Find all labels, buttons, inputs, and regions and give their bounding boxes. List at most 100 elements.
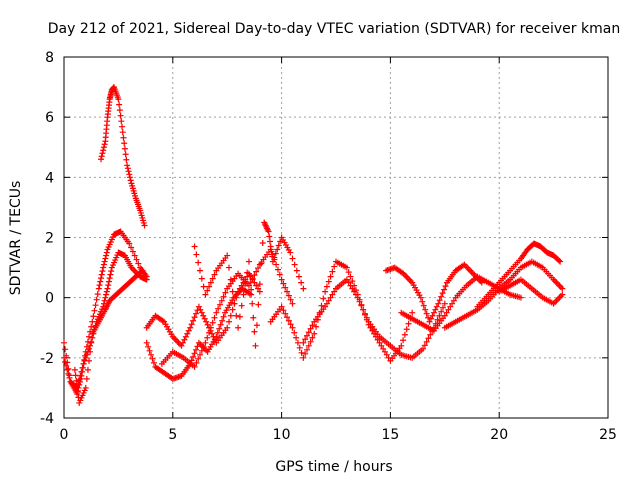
data-point (187, 324, 194, 331)
data-point (216, 301, 223, 308)
data-point (285, 292, 292, 299)
x-tick-label: 20 (490, 427, 508, 443)
series-arc6 (158, 246, 296, 370)
data-point (61, 339, 67, 346)
data-point (84, 366, 91, 373)
data-point (354, 294, 361, 301)
data-point (559, 291, 566, 298)
data-point (213, 309, 220, 316)
data-point (557, 258, 564, 265)
data-point (305, 329, 312, 336)
data-point (88, 339, 95, 346)
data-point (124, 162, 131, 169)
data-point (256, 288, 263, 295)
data-point (435, 300, 442, 307)
data-point (248, 291, 255, 298)
data-point (289, 300, 296, 307)
data-point (141, 222, 148, 229)
data-point (258, 260, 265, 267)
data-point (419, 298, 426, 305)
data-point (65, 365, 72, 372)
data-point (380, 345, 387, 352)
data-point (249, 300, 256, 307)
data-point (265, 228, 272, 235)
data-point (441, 286, 448, 293)
data-point (432, 306, 439, 313)
data-point (62, 346, 69, 353)
data-point (206, 283, 213, 290)
data-point (250, 314, 257, 321)
data-point (204, 321, 211, 328)
data-point (300, 354, 307, 361)
data-point (296, 344, 303, 351)
data-point (325, 297, 332, 304)
data-point (347, 282, 354, 289)
data-point (226, 318, 233, 325)
data-point (349, 285, 356, 292)
data-point (278, 303, 285, 310)
data-point (252, 342, 259, 349)
data-point (103, 252, 110, 259)
data-point (197, 306, 204, 313)
data-point (271, 254, 278, 261)
data-point (98, 153, 105, 160)
data-point (398, 342, 405, 349)
data-point (74, 388, 81, 395)
data-point (117, 112, 124, 119)
data-point (293, 267, 300, 274)
data-point (143, 339, 150, 346)
data-point (272, 250, 279, 257)
data-point (220, 313, 227, 320)
chart-title: Day 212 of 2021, Sidereal Day-to-day VTE… (48, 21, 620, 37)
data-point (100, 144, 107, 151)
data-point (90, 313, 97, 320)
data-point (356, 298, 363, 305)
data-point (227, 312, 234, 319)
data-point (103, 291, 110, 298)
data-point (320, 295, 327, 302)
data-point (178, 342, 185, 349)
x-axis-label: GPS time / hours (275, 459, 392, 475)
data-point (208, 330, 215, 337)
data-point (116, 107, 123, 114)
data-points (61, 84, 566, 406)
data-point (102, 255, 109, 262)
data-point (193, 310, 200, 317)
data-point (287, 296, 294, 303)
data-point (104, 285, 111, 292)
data-point (185, 327, 192, 334)
data-point (92, 302, 99, 309)
data-point (80, 360, 87, 367)
data-point (434, 316, 441, 323)
data-point (300, 339, 307, 346)
data-point (219, 317, 226, 324)
data-point (294, 339, 301, 346)
data-point (420, 302, 427, 309)
data-point (122, 151, 129, 158)
data-point (405, 320, 412, 327)
data-point (191, 350, 198, 357)
data-point (195, 303, 202, 310)
data-point (441, 300, 448, 307)
data-point (220, 293, 227, 300)
data-point (313, 323, 320, 330)
data-point (101, 258, 108, 265)
data-point (97, 156, 104, 163)
data-point (439, 304, 446, 311)
data-point (282, 284, 289, 291)
data-point (329, 268, 336, 275)
data-point (198, 275, 205, 282)
data-point (441, 312, 448, 319)
data-point (439, 290, 446, 297)
data-point (64, 366, 71, 373)
data-point (307, 325, 314, 332)
data-point (206, 329, 213, 336)
data-point (374, 336, 381, 343)
data-point (71, 366, 78, 373)
data-point (421, 342, 428, 349)
data-point (86, 345, 93, 352)
data-point (347, 273, 354, 280)
data-point (249, 275, 256, 282)
series-arc11 (441, 258, 566, 331)
data-point (203, 318, 210, 325)
